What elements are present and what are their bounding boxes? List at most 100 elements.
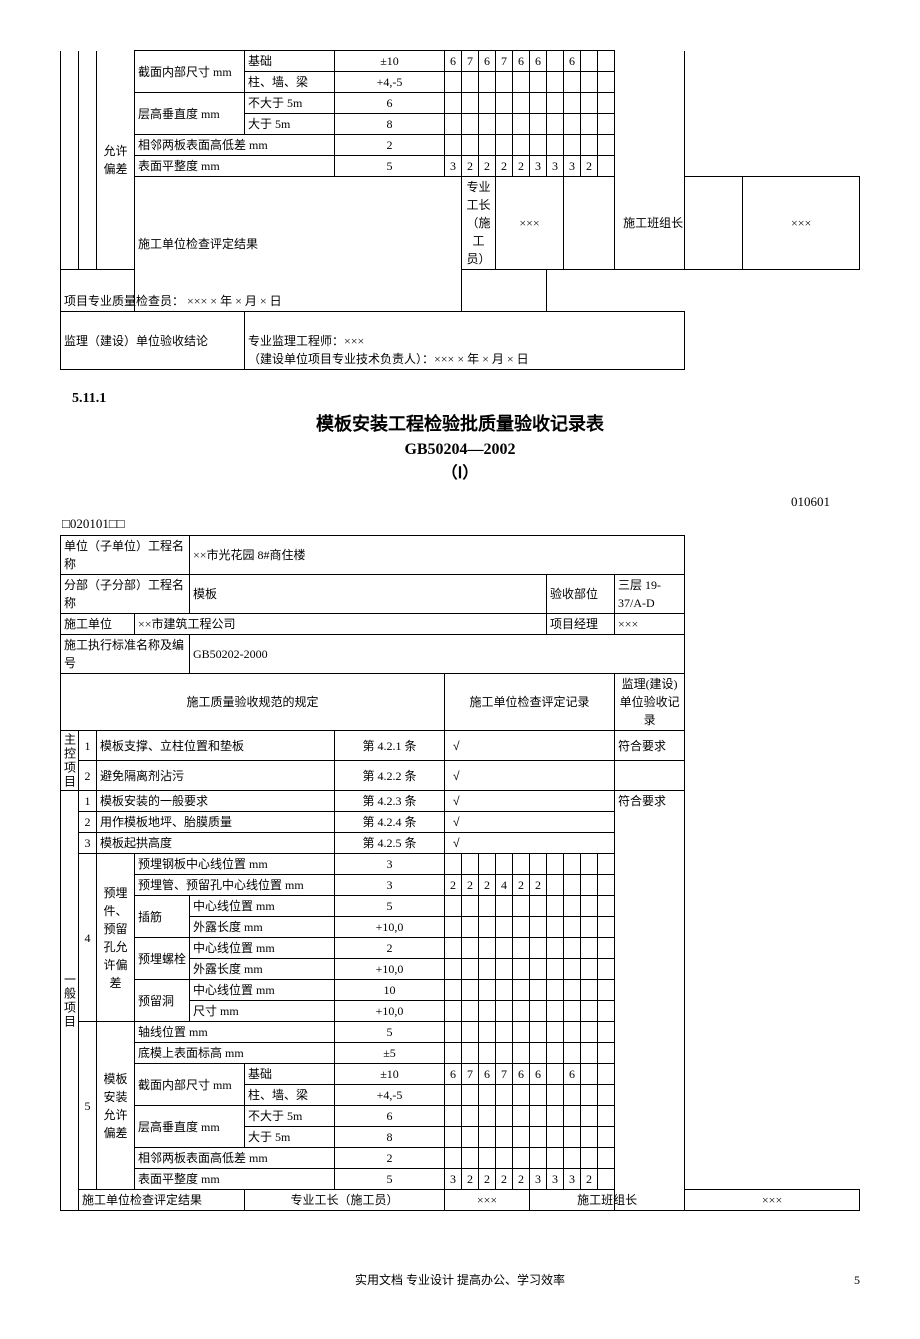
g-r3-ref: 第 4.2.5 条 <box>335 833 445 854</box>
std-val: GB50202-2000 <box>190 635 685 674</box>
axis-val: 5 <box>335 1022 445 1043</box>
cwb-label: 柱、墙、梁 <box>245 1085 335 1106</box>
pm-label: 项目经理 <box>547 614 615 635</box>
code-right: 010601 <box>60 492 860 512</box>
cell: 2 <box>479 875 496 896</box>
cell: 2 <box>479 1169 496 1190</box>
footer-text: 实用文档 专业设计 提高办公、学习效率 <box>355 1273 565 1287</box>
g-r1-chk: √ <box>445 791 615 812</box>
page-number: 5 <box>854 1271 860 1289</box>
cell <box>598 156 615 177</box>
cell: 3 <box>564 1169 581 1190</box>
subpart-label: 分部（子分部）工程名称 <box>61 575 190 614</box>
cell <box>598 1064 615 1085</box>
hole-size-val: +10,0 <box>335 1001 445 1022</box>
team-leader-val: ××× <box>743 177 860 270</box>
gt5m-val: 8 <box>335 114 445 135</box>
doc-standard: GB50204—2002 <box>60 438 860 462</box>
unit-label: 单位（子单位）工程名称 <box>61 536 190 575</box>
mc-r1-res: 符合要求 <box>615 731 685 761</box>
accept-part-val: 三层 19-37/A-D <box>615 575 685 614</box>
gt5m2-val: 8 <box>335 1127 445 1148</box>
team-label2: 施工班组长 <box>530 1190 685 1211</box>
g-r1-ref: 第 4.2.3 条 <box>335 791 445 812</box>
mc-r2-ref: 第 4.2.2 条 <box>335 761 445 791</box>
foreman-label2: 专业工长（施工员） <box>245 1190 445 1211</box>
cell <box>547 875 564 896</box>
bolt-label: 预埋螺栓 <box>135 938 190 980</box>
flat2-val: 5 <box>335 1169 445 1190</box>
cell: 6 <box>530 51 547 72</box>
std-label: 施工执行标准名称及编号 <box>61 635 190 674</box>
cell <box>547 1064 564 1085</box>
cell: 2 <box>581 156 598 177</box>
cell: 6 <box>513 1064 530 1085</box>
storey2-label: 层高垂直度 mm <box>135 1106 245 1148</box>
accept-part-label: 验收部位 <box>547 575 615 614</box>
cell: 2 <box>513 1169 530 1190</box>
bolt-center-label: 中心线位置 mm <box>190 938 335 959</box>
mc-r2-chk: √ <box>445 761 615 791</box>
cell <box>581 1064 598 1085</box>
cell: 2 <box>462 875 479 896</box>
cell <box>547 51 564 72</box>
cell <box>581 875 598 896</box>
cell: 6 <box>564 51 581 72</box>
cell: 6 <box>513 51 530 72</box>
supervise-line1: 专业监理工程师：××× <box>248 332 681 350</box>
col-wall-beam-label: 柱、墙、梁 <box>245 72 335 93</box>
insert-center-label: 中心线位置 mm <box>190 896 335 917</box>
axis-label: 轴线位置 mm <box>135 1022 335 1043</box>
flat-val: 5 <box>335 156 445 177</box>
pipe-label: 预埋管、预留孔中心线位置 mm <box>135 875 335 896</box>
supervise-rec-label: 监理(建设)单位验收记录 <box>615 674 685 731</box>
foreman-label: 专业工长（施工员） <box>462 177 496 270</box>
le5m-val: 6 <box>335 93 445 114</box>
cell <box>598 1169 615 1190</box>
doc-title: 模板安装工程检验批质量验收记录表 <box>60 411 860 438</box>
main-ctrl-label: 主控项目 <box>61 731 79 791</box>
le5m2-val: 6 <box>335 1106 445 1127</box>
cell: 3 <box>547 156 564 177</box>
adj2-val: 2 <box>335 1148 445 1169</box>
cell: 3 <box>547 1169 564 1190</box>
g-r2-ref: 第 4.2.4 条 <box>335 812 445 833</box>
cell: 7 <box>496 1064 513 1085</box>
cell: 7 <box>496 51 513 72</box>
g-r1-no: 1 <box>79 791 97 812</box>
top-table: 允许偏差 截面内部尺寸 mm 基础 ±10 6 7 6 7 6 6 6 柱、墙、… <box>60 50 860 370</box>
cell: 2 <box>462 1169 479 1190</box>
unit-check-label: 施工单位检查评定记录 <box>445 674 615 731</box>
mc-r1-txt: 模板支撑、立柱位置和垫板 <box>97 731 335 761</box>
bottom-label: 底模上表面标高 mm <box>135 1043 335 1064</box>
col-wall-beam-val: +4,-5 <box>335 72 445 93</box>
cell: 6 <box>479 1064 496 1085</box>
doc-part: （Ⅰ） <box>60 462 860 486</box>
adj2-label: 相邻两板表面高低差 mm <box>135 1148 335 1169</box>
steel-val: 3 <box>335 854 445 875</box>
insert-exposed-val: +10,0 <box>335 917 445 938</box>
cell: 6 <box>445 1064 462 1085</box>
mc-r1-ref: 第 4.2.1 条 <box>335 731 445 761</box>
foundation-label: 基础 <box>245 51 335 72</box>
cwb-val: +4,-5 <box>335 1085 445 1106</box>
cell: 2 <box>513 875 530 896</box>
bolt-center-val: 2 <box>335 938 445 959</box>
cell: 3 <box>445 1169 462 1190</box>
team-leader-label: 施工班组长 <box>564 177 743 270</box>
cell: 7 <box>462 51 479 72</box>
allow-dev-label: 允许偏差 <box>97 51 135 270</box>
bolt-exposed-val: +10,0 <box>335 959 445 980</box>
found-val: ±10 <box>335 1064 445 1085</box>
team-val2: ××× <box>685 1190 860 1211</box>
cell: 2 <box>513 156 530 177</box>
cell: 3 <box>530 156 547 177</box>
supervise-line2: （建设单位项目专业技术负责人）：××× × 年 × 月 × 日 <box>248 350 681 368</box>
cross-section-label: 截面内部尺寸 mm <box>135 51 245 93</box>
contractor-val: ××市建筑工程公司 <box>135 614 547 635</box>
cell: 2 <box>479 156 496 177</box>
cell: 6 <box>564 1064 581 1085</box>
found-label: 基础 <box>245 1064 335 1085</box>
g-r1-txt: 模板安装的一般要求 <box>97 791 335 812</box>
cell <box>598 51 615 72</box>
